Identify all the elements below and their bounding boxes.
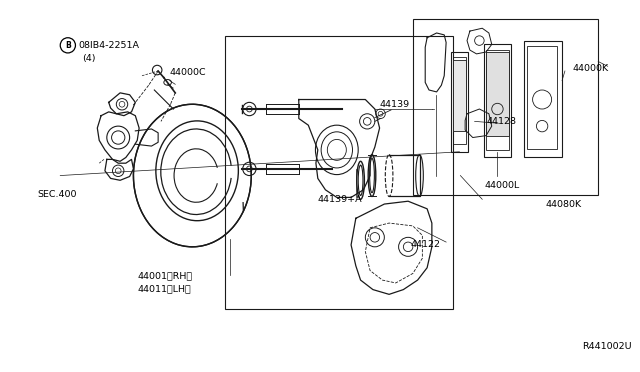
Text: 44122: 44122	[411, 240, 441, 250]
Text: 44128: 44128	[487, 117, 517, 126]
Text: 44011〈LH〉: 44011〈LH〉	[137, 284, 191, 293]
Text: 44000C: 44000C	[170, 68, 206, 77]
Bar	[484, 44, 511, 157]
Bar	[225, 36, 452, 309]
Text: R441002U: R441002U	[582, 342, 632, 351]
Text: 44000L: 44000L	[484, 180, 520, 190]
Text: 44139: 44139	[380, 100, 410, 109]
Bar	[452, 57, 466, 144]
Text: 44000K: 44000K	[573, 64, 609, 73]
Bar	[486, 52, 509, 136]
Bar	[452, 60, 466, 131]
Text: B: B	[65, 41, 71, 50]
Text: SEC.400: SEC.400	[37, 190, 77, 199]
Text: 44080K: 44080K	[546, 199, 582, 209]
Text: (4): (4)	[82, 54, 95, 63]
Text: 44001〈RH〉: 44001〈RH〉	[137, 271, 193, 280]
Bar	[527, 46, 557, 149]
Bar	[413, 19, 598, 195]
Bar	[524, 41, 562, 157]
Bar	[451, 52, 468, 152]
Bar	[486, 50, 509, 150]
Text: 08IB4-2251A: 08IB4-2251A	[78, 41, 140, 50]
Text: 44139+A: 44139+A	[318, 195, 362, 204]
